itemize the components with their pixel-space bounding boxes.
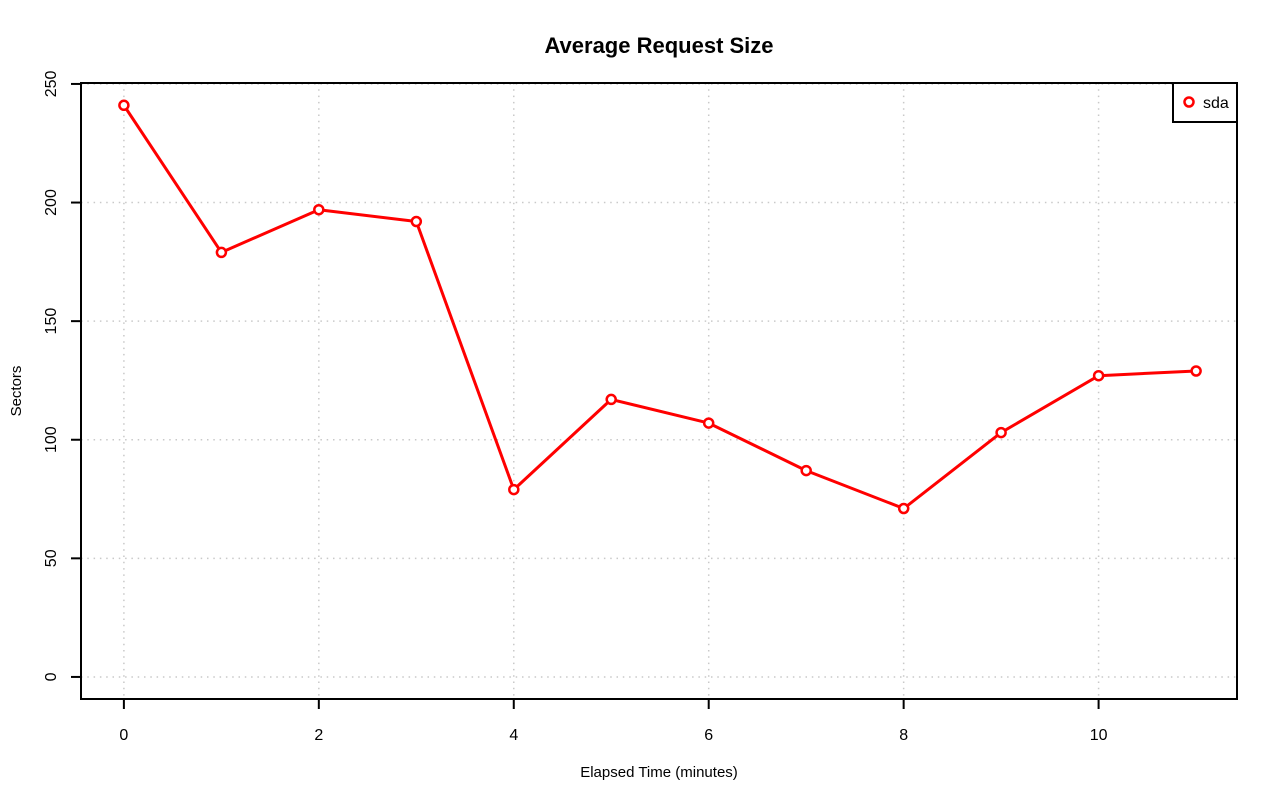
x-axis-label: Elapsed Time (minutes) [580, 764, 738, 781]
x-tick-label: 0 [119, 727, 128, 744]
y-tick-label: 200 [43, 189, 60, 216]
plot-frame [80, 82, 1238, 700]
y-axis-label: Sectors [8, 366, 25, 417]
legend-series-marker-icon [1183, 96, 1195, 108]
x-tick-label: 4 [509, 727, 518, 744]
data-point-marker-icon [605, 393, 617, 406]
legend-series-label: sda [1203, 95, 1229, 112]
data-point-marker-icon [508, 483, 520, 496]
data-point-marker-icon [1190, 365, 1202, 377]
y-tick-label: 150 [43, 308, 60, 335]
data-point-marker-icon [995, 426, 1007, 439]
x-tick-label: 10 [1090, 727, 1108, 744]
data-point-marker-icon [215, 246, 228, 259]
data-point-marker-icon [313, 203, 325, 216]
y-tick-label: 100 [43, 426, 60, 453]
data-point-marker-icon [800, 464, 812, 477]
data-point-marker-icon [1092, 369, 1105, 382]
tick-layer [71, 82, 1100, 709]
series-line [122, 103, 1198, 510]
grid-layer [81, 83, 1237, 699]
y-tick-label: 50 [43, 549, 60, 567]
series-layer [118, 99, 1202, 515]
data-point-marker-icon [410, 215, 423, 228]
data-point-marker-icon [118, 99, 130, 112]
legend: sda [1172, 82, 1238, 123]
chart-title: Average Request Size [544, 33, 773, 58]
data-point-marker-icon [702, 417, 715, 429]
data-point-marker-icon [897, 502, 910, 515]
y-tick-label: 250 [43, 70, 60, 97]
x-tick-label: 6 [704, 727, 713, 744]
y-tick-label: 0 [43, 672, 60, 681]
x-tick-label: 2 [314, 727, 323, 744]
x-tick-label: 8 [899, 727, 908, 744]
